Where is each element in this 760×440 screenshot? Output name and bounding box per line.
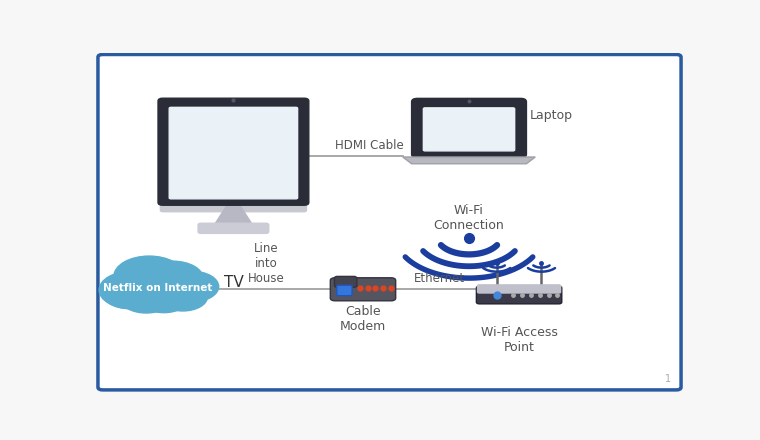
FancyBboxPatch shape xyxy=(337,285,352,296)
Circle shape xyxy=(142,261,204,297)
Text: Cable
Modem: Cable Modem xyxy=(340,305,386,333)
FancyBboxPatch shape xyxy=(423,108,515,151)
FancyBboxPatch shape xyxy=(160,201,306,212)
FancyBboxPatch shape xyxy=(477,285,561,293)
Polygon shape xyxy=(213,202,254,227)
Circle shape xyxy=(166,271,219,302)
FancyBboxPatch shape xyxy=(98,55,681,390)
Circle shape xyxy=(158,282,207,311)
Circle shape xyxy=(120,282,173,313)
Text: Laptop: Laptop xyxy=(530,109,573,122)
FancyBboxPatch shape xyxy=(334,276,356,287)
Circle shape xyxy=(99,271,164,308)
Circle shape xyxy=(114,256,185,297)
FancyBboxPatch shape xyxy=(158,98,309,205)
Text: Netflix on Internet: Netflix on Internet xyxy=(103,283,213,293)
Text: Wi-Fi Access
Point: Wi-Fi Access Point xyxy=(480,326,558,353)
Text: 1: 1 xyxy=(665,374,671,384)
Text: Ethernet: Ethernet xyxy=(414,272,465,285)
FancyBboxPatch shape xyxy=(477,286,562,304)
FancyBboxPatch shape xyxy=(169,107,298,199)
Text: HDMI Cable: HDMI Cable xyxy=(334,139,404,152)
Circle shape xyxy=(139,284,188,313)
Circle shape xyxy=(104,280,154,308)
Text: Line
into
House: Line into House xyxy=(248,242,284,285)
Text: Wi-Fi
Connection: Wi-Fi Connection xyxy=(434,204,505,231)
FancyBboxPatch shape xyxy=(198,223,269,233)
FancyBboxPatch shape xyxy=(331,278,396,301)
FancyBboxPatch shape xyxy=(412,99,527,158)
Text: TV: TV xyxy=(223,275,243,290)
Polygon shape xyxy=(403,157,535,164)
